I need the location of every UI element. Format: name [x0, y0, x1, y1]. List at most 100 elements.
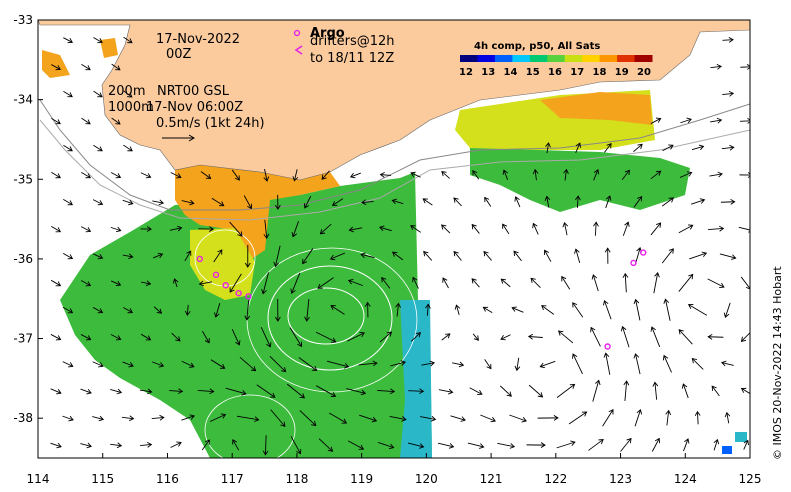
- current-arrow: [213, 249, 223, 263]
- sst-east-green: [470, 148, 690, 212]
- current-arrow: [484, 196, 492, 207]
- current-arrow: [665, 409, 672, 426]
- argo-legend-line1: drifters@12h: [310, 34, 395, 49]
- current-arrow: [229, 273, 242, 293]
- argo-legend-line2: to 18/11 12Z: [310, 51, 394, 66]
- argo-legend-marker: [293, 29, 301, 37]
- sst-se-blue: [722, 446, 732, 454]
- current-arrow: [469, 387, 483, 396]
- current-arrow: [50, 279, 62, 287]
- current-arrow: [231, 328, 241, 346]
- current-arrow: [348, 226, 363, 233]
- current-arrow: [51, 64, 61, 71]
- current-arrow: [651, 437, 661, 452]
- current-arrow: [537, 415, 559, 421]
- current-arrow: [51, 117, 61, 125]
- current-arrow: [650, 326, 661, 348]
- current-arrow: [442, 277, 449, 289]
- current-arrow: [153, 306, 163, 314]
- current-arrow: [123, 307, 134, 314]
- current-arrow: [62, 361, 74, 368]
- current-arrow: [408, 388, 425, 395]
- eddy-contour-east: [676, 264, 734, 346]
- current-arrow: [437, 442, 455, 449]
- current-arrow: [502, 223, 510, 235]
- current-arrow: [51, 171, 61, 179]
- current-arrow: [63, 144, 73, 152]
- current-vectors: [50, 36, 764, 456]
- current-arrow: [80, 388, 92, 395]
- current-arrow: [110, 226, 122, 233]
- argo-point: [235, 289, 242, 297]
- current-arrow: [680, 117, 692, 124]
- current-arrow: [707, 333, 724, 340]
- current-arrow: [389, 415, 407, 422]
- lon-tick-label: 118: [285, 472, 308, 486]
- current-arrow: [752, 252, 764, 260]
- current-arrow: [329, 412, 348, 424]
- current-arrow: [110, 172, 122, 179]
- current-arrow: [347, 331, 365, 342]
- current-arrow: [171, 332, 181, 342]
- current-arrow: [603, 299, 612, 320]
- current-arrow: [633, 195, 643, 208]
- current-arrow: [200, 171, 212, 179]
- argo-point: [212, 271, 220, 279]
- current-arrow: [755, 413, 760, 422]
- colorbar-label: 19: [615, 67, 629, 78]
- current-arrow: [63, 198, 74, 206]
- current-arrow: [169, 388, 184, 395]
- current-arrow: [110, 280, 122, 287]
- current-arrow: [172, 278, 179, 288]
- current-arrow: [604, 247, 611, 264]
- argo-point: [245, 293, 252, 300]
- lat-tick-label: -33: [13, 13, 33, 27]
- eddy-contour-west: [194, 229, 256, 287]
- annotation-date: 17-Nov-2022: [156, 32, 240, 47]
- current-arrow: [454, 304, 461, 315]
- current-arrow: [450, 415, 466, 422]
- current-arrow: [260, 326, 272, 348]
- current-arrow: [755, 303, 760, 316]
- current-arrow: [590, 326, 601, 347]
- current-arrow: [346, 388, 367, 396]
- argo-point: [604, 343, 611, 350]
- current-arrow: [304, 299, 310, 322]
- current-arrow: [198, 280, 213, 287]
- current-arrow: [483, 250, 492, 261]
- current-arrow: [358, 360, 378, 367]
- current-arrow: [568, 411, 588, 425]
- current-arrow: [214, 302, 221, 318]
- current-arrow: [140, 226, 152, 232]
- current-arrow: [662, 354, 672, 373]
- annotation-isobath: 200m: [108, 84, 145, 99]
- current-arrow: [752, 146, 764, 151]
- argo-drifters: [196, 249, 647, 350]
- current-arrow: [381, 276, 391, 289]
- shelf-contour-1000m: [39, 119, 750, 221]
- current-arrow: [299, 410, 317, 427]
- current-arrow: [511, 306, 524, 313]
- current-arrow: [289, 327, 302, 348]
- current-arrow: [740, 64, 750, 70]
- current-arrow: [710, 117, 723, 124]
- current-arrow: [502, 169, 509, 181]
- current-arrow: [500, 278, 511, 288]
- colorbar-label: 17: [570, 67, 584, 78]
- current-arrow: [391, 198, 404, 205]
- current-arrow: [709, 171, 723, 178]
- current-arrow: [50, 388, 62, 395]
- current-arrow: [63, 90, 73, 98]
- current-arrow: [633, 143, 643, 152]
- current-arrow: [262, 435, 269, 456]
- current-arrow: [472, 333, 479, 341]
- current-arrow: [152, 361, 165, 368]
- current-arrow: [425, 303, 431, 316]
- current-arrow: [140, 441, 153, 448]
- colorbar-segment: [494, 55, 513, 62]
- current-arrow: [170, 172, 182, 179]
- current-arrow: [239, 356, 257, 372]
- current-arrow: [364, 301, 371, 318]
- current-arrow: [514, 357, 521, 372]
- lon-tick-label: 115: [91, 472, 114, 486]
